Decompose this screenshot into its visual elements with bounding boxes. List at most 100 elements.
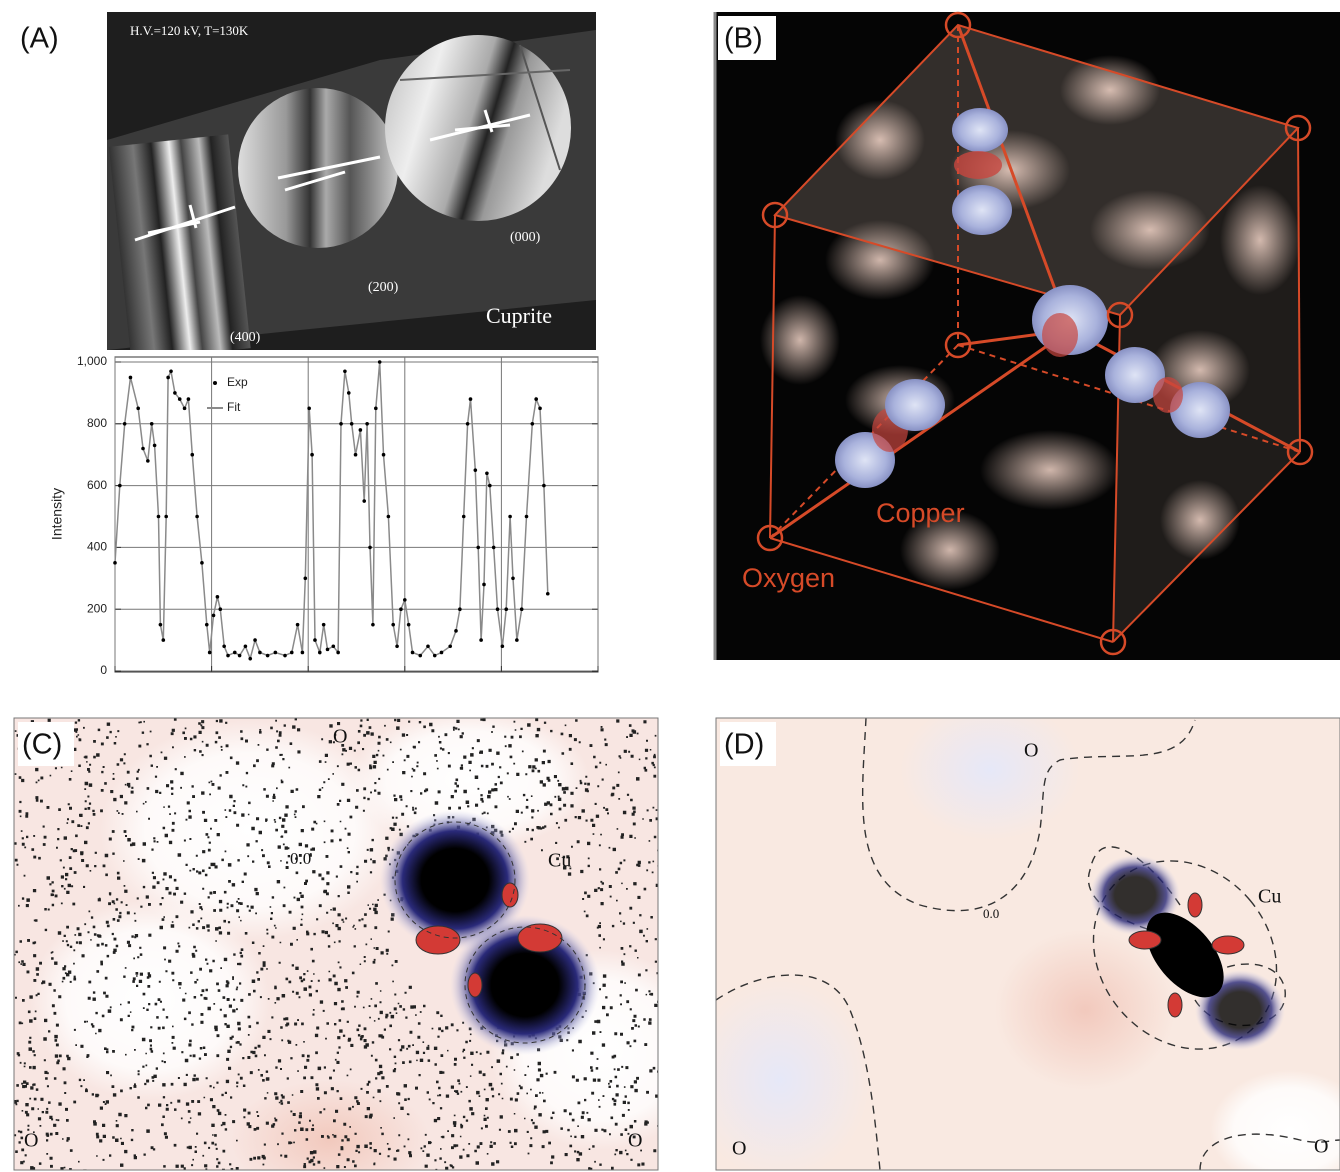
contour-label: 0.0 <box>290 849 311 868</box>
exp-point <box>118 483 122 488</box>
exp-point <box>545 591 550 596</box>
exp-point <box>265 653 270 658</box>
legend-label: Exp <box>227 375 248 389</box>
plot-frame <box>114 356 599 673</box>
exp-point <box>317 650 322 655</box>
exp-point <box>465 422 470 426</box>
exp-point <box>200 561 204 565</box>
exp-point <box>182 406 187 411</box>
exp-point <box>207 650 212 655</box>
atom-label: O <box>732 1138 746 1160</box>
exp-point <box>237 653 242 658</box>
exp-point <box>485 471 489 476</box>
exp-point <box>289 650 294 655</box>
exp-point <box>491 545 496 550</box>
exp-point <box>508 514 512 519</box>
exp-point <box>161 638 166 642</box>
exp-point <box>331 644 336 649</box>
exp-point <box>177 397 182 401</box>
exp-point <box>381 452 386 457</box>
exp-point <box>346 391 351 395</box>
exp-point <box>122 422 127 426</box>
exp-point <box>391 622 396 627</box>
exp-point <box>368 545 372 550</box>
exp-point <box>149 422 154 426</box>
exp-point <box>432 653 437 658</box>
exp-point <box>283 653 287 658</box>
exp-point <box>538 406 542 411</box>
exp-point <box>136 406 140 411</box>
exp-point <box>476 545 481 550</box>
legend-marker <box>213 381 217 385</box>
exp-point <box>158 622 163 627</box>
atom-label: O <box>628 1130 642 1152</box>
exp-point <box>399 607 403 611</box>
exp-point <box>458 607 462 611</box>
exp-point <box>448 644 453 649</box>
exp-point <box>488 483 492 488</box>
diffraction-image <box>107 12 596 350</box>
atom-label: O <box>24 1130 38 1152</box>
exp-point <box>495 607 500 611</box>
atom-label: O <box>1024 740 1038 762</box>
crystal-rendering <box>713 11 1340 660</box>
exp-point <box>321 622 326 627</box>
exp-point <box>128 375 133 380</box>
y-tick-label: 400 <box>87 540 107 554</box>
exp-point <box>473 468 478 472</box>
exp-point <box>365 422 369 426</box>
panel-label: (C) <box>22 729 62 761</box>
exp-point <box>300 650 305 655</box>
exp-point <box>222 644 226 649</box>
exp-point <box>403 598 407 602</box>
exp-point <box>418 653 423 658</box>
exp-point <box>253 638 257 642</box>
image-conditions: H.V.=120 kV, T=130K <box>130 23 249 38</box>
exp-point <box>146 459 150 463</box>
contour-label: 0.0 <box>983 906 999 921</box>
label-box <box>18 722 74 766</box>
exp-point <box>542 483 546 488</box>
exp-point <box>534 397 538 401</box>
exp-point <box>336 650 340 655</box>
exp-point <box>325 647 330 652</box>
panel-frame <box>13 717 659 1171</box>
exp-point <box>141 446 145 451</box>
y-tick-label: 800 <box>87 416 107 430</box>
exp-point <box>310 452 314 457</box>
exp-point <box>243 644 248 649</box>
exp-point <box>258 650 262 655</box>
exp-point <box>226 653 230 658</box>
label-box <box>718 16 776 60</box>
exp-point <box>406 622 411 627</box>
exp-point <box>349 422 354 426</box>
reflection-label: (000) <box>510 230 541 245</box>
exp-point <box>377 360 382 364</box>
atom-label: Cu <box>548 850 571 872</box>
exp-point <box>156 514 161 519</box>
density-map-theory <box>716 718 1340 1170</box>
exp-point <box>204 622 209 627</box>
y-tick-label: 600 <box>87 478 107 492</box>
atom-label: O <box>1314 1136 1328 1158</box>
exp-point <box>511 576 515 581</box>
y-tick-label: 0 <box>100 663 107 677</box>
exp-point <box>190 452 195 457</box>
material-label: Cuprite <box>486 303 552 328</box>
exp-point <box>303 576 308 581</box>
panel-label: (B) <box>724 23 763 55</box>
atom-label: Oxygen <box>742 563 835 593</box>
exp-point <box>215 595 220 599</box>
exp-point <box>166 375 170 380</box>
exp-point <box>479 638 483 642</box>
exp-point <box>362 499 367 503</box>
exp-point <box>461 514 466 519</box>
exp-point <box>164 514 168 519</box>
exp-point <box>410 650 415 655</box>
exp-point <box>454 629 458 633</box>
exp-point <box>482 582 486 587</box>
exp-point <box>218 607 223 611</box>
exp-point <box>113 561 117 565</box>
y-tick-label: 200 <box>87 601 107 615</box>
